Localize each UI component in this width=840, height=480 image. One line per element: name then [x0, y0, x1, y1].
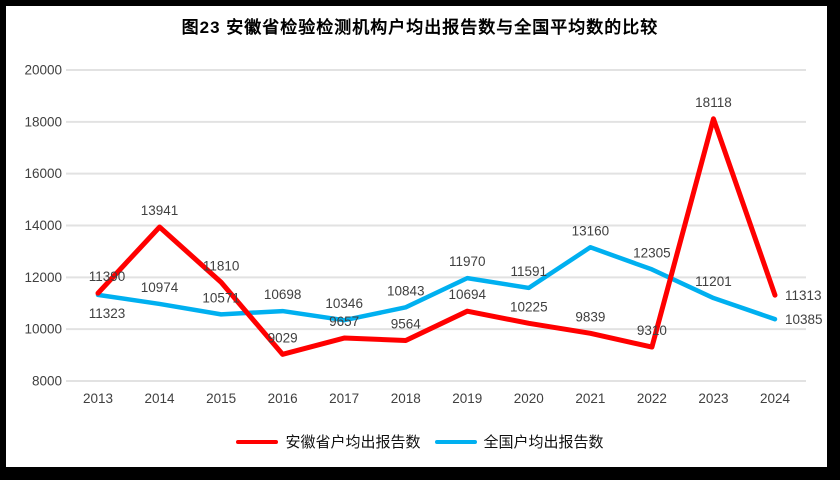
- legend-label-anhui: 安徽省户均出报告数: [285, 434, 421, 451]
- data-label: 11201: [695, 274, 732, 289]
- x-axis-tick-label: 2017: [329, 391, 359, 406]
- x-axis-tick-label: 2024: [760, 391, 791, 406]
- y-axis-tick-label: 18000: [24, 114, 62, 129]
- y-axis-tick-label: 20000: [24, 63, 62, 78]
- chart-title: 图23 安徽省检验检测机构户均出报告数与全国平均数的比较: [181, 18, 659, 37]
- y-axis-tick-label: 16000: [24, 166, 62, 181]
- data-label: 10346: [325, 296, 363, 311]
- y-axis-tick-label: 8000: [32, 374, 62, 389]
- data-label: 11390: [89, 269, 126, 284]
- red-line-swatch-icon: [236, 439, 279, 444]
- data-label: 13160: [572, 223, 610, 238]
- x-axis-tick-label: 2021: [575, 391, 605, 406]
- data-label: 9839: [575, 309, 605, 324]
- data-label: 9657: [329, 314, 359, 329]
- chart-legend: 安徽省户均出报告数 全国户均出报告数: [0, 431, 840, 452]
- x-axis-tick-label: 2019: [452, 391, 482, 406]
- data-label: 13941: [141, 203, 179, 218]
- data-label: 9029: [268, 330, 298, 345]
- data-label: 10225: [510, 299, 548, 314]
- data-label: 11810: [203, 258, 240, 273]
- data-label: 10974: [141, 280, 179, 295]
- national-series-line: [95, 245, 778, 323]
- data-label: 11323: [89, 306, 126, 321]
- x-axis-tick-label: 2015: [206, 391, 236, 406]
- x-axis-tick-label: 2013: [83, 391, 113, 406]
- blue-line-swatch-icon: [434, 439, 477, 444]
- data-label: 10694: [448, 287, 486, 302]
- data-label: 10698: [264, 287, 302, 302]
- legend-item-national: 全国户均出报告数: [434, 431, 604, 452]
- y-axis-tick-label: 12000: [24, 270, 62, 285]
- data-label: 9564: [391, 316, 422, 331]
- x-axis-tick-label: 2022: [637, 391, 667, 406]
- data-label: 12305: [633, 245, 671, 260]
- data-label: 10843: [387, 283, 425, 298]
- x-axis-tick-label: 2020: [514, 391, 544, 406]
- data-label: 18118: [695, 95, 732, 110]
- data-label: 10571: [202, 290, 240, 305]
- legend-label-national: 全国户均出报告数: [483, 434, 604, 451]
- y-axis-tick-label: 10000: [24, 322, 62, 337]
- x-axis-tick-label: 2014: [145, 391, 176, 406]
- data-label: 9310: [637, 323, 667, 338]
- legend-item-anhui: 安徽省户均出报告数: [236, 431, 421, 452]
- x-axis-tick-label: 2016: [268, 391, 298, 406]
- anhui-series-line: [95, 116, 778, 357]
- data-label: 10385: [785, 312, 823, 327]
- x-axis-tick-label: 2018: [391, 391, 421, 406]
- y-axis-tick-label: 14000: [24, 218, 62, 233]
- data-label: 11313: [785, 288, 822, 303]
- data-label: 11970: [449, 254, 486, 269]
- x-axis-tick-label: 2023: [698, 391, 728, 406]
- data-label: 11591: [511, 264, 548, 279]
